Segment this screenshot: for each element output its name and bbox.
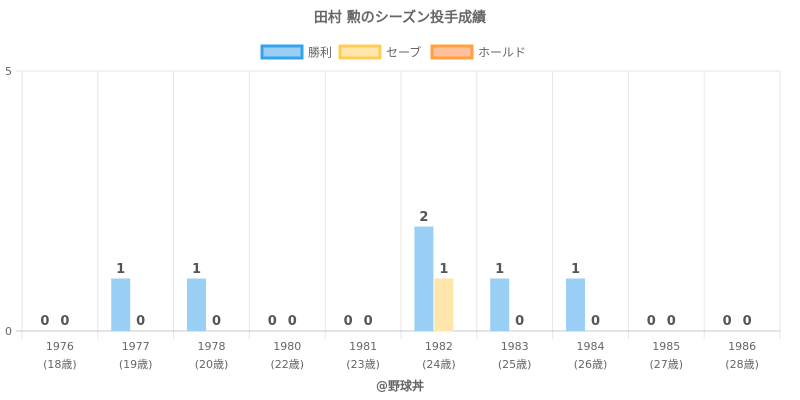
x-tick-sublabel: (26歳) xyxy=(574,358,608,371)
data-label-1-2: 0 xyxy=(212,314,221,329)
legend-swatch-2[interactable] xyxy=(430,44,474,60)
x-tick-sublabel: (27歳) xyxy=(650,358,684,371)
data-label-1-9: 0 xyxy=(743,314,752,329)
x-tick-sublabel: (18歳) xyxy=(43,358,77,371)
x-tick-sublabel: (28歳) xyxy=(725,358,759,371)
data-label-0-2: 1 xyxy=(192,262,201,277)
data-label-1-1: 0 xyxy=(136,314,145,329)
data-label-1-8: 0 xyxy=(667,314,676,329)
data-label-1-7: 0 xyxy=(591,314,600,329)
x-tick-label: 1977 xyxy=(122,340,150,353)
data-label-0-7: 1 xyxy=(571,262,580,277)
bar-1-5[interactable] xyxy=(434,278,454,332)
bars xyxy=(111,226,585,332)
data-label-1-0: 0 xyxy=(60,314,69,329)
x-tick-sublabel: (20歳) xyxy=(195,358,229,371)
bar-0-1[interactable] xyxy=(111,278,131,332)
grid-lines xyxy=(16,70,781,339)
x-tick-label: 1984 xyxy=(577,340,605,353)
x-tick-label: 1985 xyxy=(652,340,680,353)
x-tick-label: 1982 xyxy=(425,340,453,353)
legend-label-2[interactable]: ホールド xyxy=(478,46,526,60)
x-tick-label: 1983 xyxy=(501,340,529,353)
data-label-1-5: 1 xyxy=(439,262,448,277)
data-label-1-6: 0 xyxy=(515,314,524,329)
data-label-0-4: 0 xyxy=(344,314,353,329)
x-axis: 1976 (18歳) 1977 (19歳) 1978 (20歳) 1980 (22歳) 1981… xyxy=(43,340,759,371)
data-label-0-0: 0 xyxy=(40,314,49,329)
bar-0-2[interactable] xyxy=(187,278,206,332)
x-tick-sublabel: (22歳) xyxy=(271,358,305,371)
data-label-0-5: 2 xyxy=(419,210,428,225)
x-tick-sublabel: (25歳) xyxy=(498,358,532,371)
data-label-0-8: 0 xyxy=(647,314,656,329)
legend-label-1[interactable]: セーブ xyxy=(386,45,421,60)
bar-0-6[interactable] xyxy=(490,278,510,332)
data-label-0-3: 0 xyxy=(268,314,277,329)
bar-0-7[interactable] xyxy=(566,278,585,332)
x-tick-sublabel: (23歳) xyxy=(346,358,380,371)
chart-title: 田村 勲のシーズン投手成績 xyxy=(314,9,486,26)
y-axis: 05 xyxy=(5,65,12,338)
data-label-1-4: 0 xyxy=(364,314,373,329)
data-label-0-1: 1 xyxy=(116,262,125,277)
y-tick-label: 5 xyxy=(5,65,12,78)
data-label-0-6: 1 xyxy=(495,262,504,277)
x-tick-label: 1976 xyxy=(46,340,74,353)
y-tick-label: 0 xyxy=(5,325,12,338)
chart-credit: @野球丼 xyxy=(376,378,424,393)
x-tick-sublabel: (24歳) xyxy=(422,358,456,371)
legend-swatch-0[interactable] xyxy=(260,44,304,60)
x-tick-sublabel: (19歳) xyxy=(119,358,153,371)
data-label-1-3: 0 xyxy=(288,314,297,329)
x-tick-label: 1980 xyxy=(273,340,301,353)
x-tick-label: 1986 xyxy=(728,340,756,353)
legend: 勝利 セーブ ホールド xyxy=(260,44,526,60)
data-label-0-9: 0 xyxy=(723,314,732,329)
data-labels: 01 10 021 10 00 0 0 0 010 0 0 0 xyxy=(40,210,751,329)
x-tick-label: 1981 xyxy=(349,340,377,353)
x-tick-label: 1978 xyxy=(198,340,226,353)
legend-label-0[interactable]: 勝利 xyxy=(308,45,332,60)
legend-swatch-1[interactable] xyxy=(338,44,382,60)
bar-0-5[interactable] xyxy=(414,226,434,332)
